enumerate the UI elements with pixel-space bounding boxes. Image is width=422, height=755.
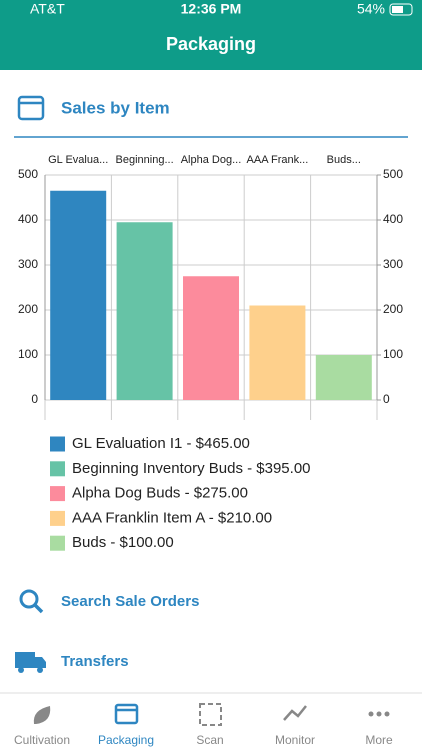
bar[interactable] (116, 222, 173, 400)
y2-tick-label: 500 (383, 167, 403, 181)
more-dot (376, 711, 382, 717)
more-dot (384, 711, 390, 717)
page-title: Packaging (166, 34, 256, 54)
bar[interactable] (50, 190, 107, 400)
chart: 0 100 200 300 400 500 0 100 200 300 400 500 GL Evalu… (18, 154, 403, 551)
y2-tick-label: 200 (383, 302, 403, 316)
tab-label[interactable]: More (365, 733, 393, 747)
tab-label[interactable]: Scan (196, 733, 223, 747)
y2-tick-label: 100 (383, 347, 403, 361)
scan-icon (199, 703, 222, 726)
carrier: AT&T (30, 1, 65, 17)
section-title[interactable]: Sales by Item (61, 98, 170, 117)
x-category-label: GL Evalua... (48, 154, 108, 166)
bar[interactable] (183, 276, 239, 400)
leaf-icon (33, 706, 51, 724)
truck-icon (15, 652, 35, 668)
y-tick-label: 400 (18, 212, 38, 226)
legend-swatch (50, 436, 65, 452)
legend-swatch (50, 535, 65, 551)
search-icon (19, 589, 39, 609)
header-bar (0, 0, 422, 70)
y-tick-label: 500 (18, 167, 38, 181)
legend-label: AAA Franklin Item A - $210.00 (72, 509, 272, 526)
legend-label: Buds - $100.00 (72, 534, 174, 551)
more-dot (368, 711, 374, 717)
search-icon-handle (33, 603, 44, 614)
menu-item[interactable]: Search Sale Orders (61, 593, 199, 610)
tab-label[interactable]: Cultivation (14, 733, 70, 747)
y2-tick-label: 400 (383, 212, 403, 226)
tab-label[interactable]: Monitor (275, 733, 315, 747)
x-category-label: Beginning... (116, 154, 174, 166)
x-category-label: Buds... (327, 154, 361, 166)
truck-cab (35, 657, 46, 668)
y-tick-label: 0 (31, 392, 38, 406)
legend-swatch (50, 510, 65, 526)
tab-bar: Cultivation Packaging Scan Monitor More (14, 733, 393, 747)
y2-tick-label: 0 (383, 392, 390, 406)
y-tick-label: 100 (18, 347, 38, 361)
legend-swatch (50, 461, 65, 477)
x-category-label: AAA Frank... (247, 154, 309, 166)
clock: 12:36 PM (181, 1, 242, 17)
section-icon (17, 95, 45, 121)
battery-icon (389, 3, 413, 16)
x-category-label: Alpha Dog... (181, 154, 242, 166)
y-tick-label: 300 (18, 257, 38, 271)
packaging-icon (114, 703, 139, 725)
legend-label: Alpha Dog Buds - $275.00 (72, 485, 248, 502)
legend-label: Beginning Inventory Buds - $395.00 (72, 460, 311, 477)
truck-wheel (18, 667, 24, 673)
battery-fill (392, 6, 403, 13)
tab-label[interactable]: Packaging (98, 733, 154, 747)
battery-level: 54% (357, 1, 385, 17)
y-tick-label: 200 (18, 302, 38, 316)
truck-wheel (37, 667, 43, 673)
legend-swatch (50, 486, 65, 502)
y2-tick-label: 300 (383, 257, 403, 271)
legend-label: GL Evaluation I1 - $465.00 (72, 435, 250, 452)
monitor-icon (283, 705, 307, 721)
bar[interactable] (315, 355, 372, 400)
menu-item[interactable]: Transfers (61, 653, 129, 670)
bar[interactable] (249, 305, 306, 401)
